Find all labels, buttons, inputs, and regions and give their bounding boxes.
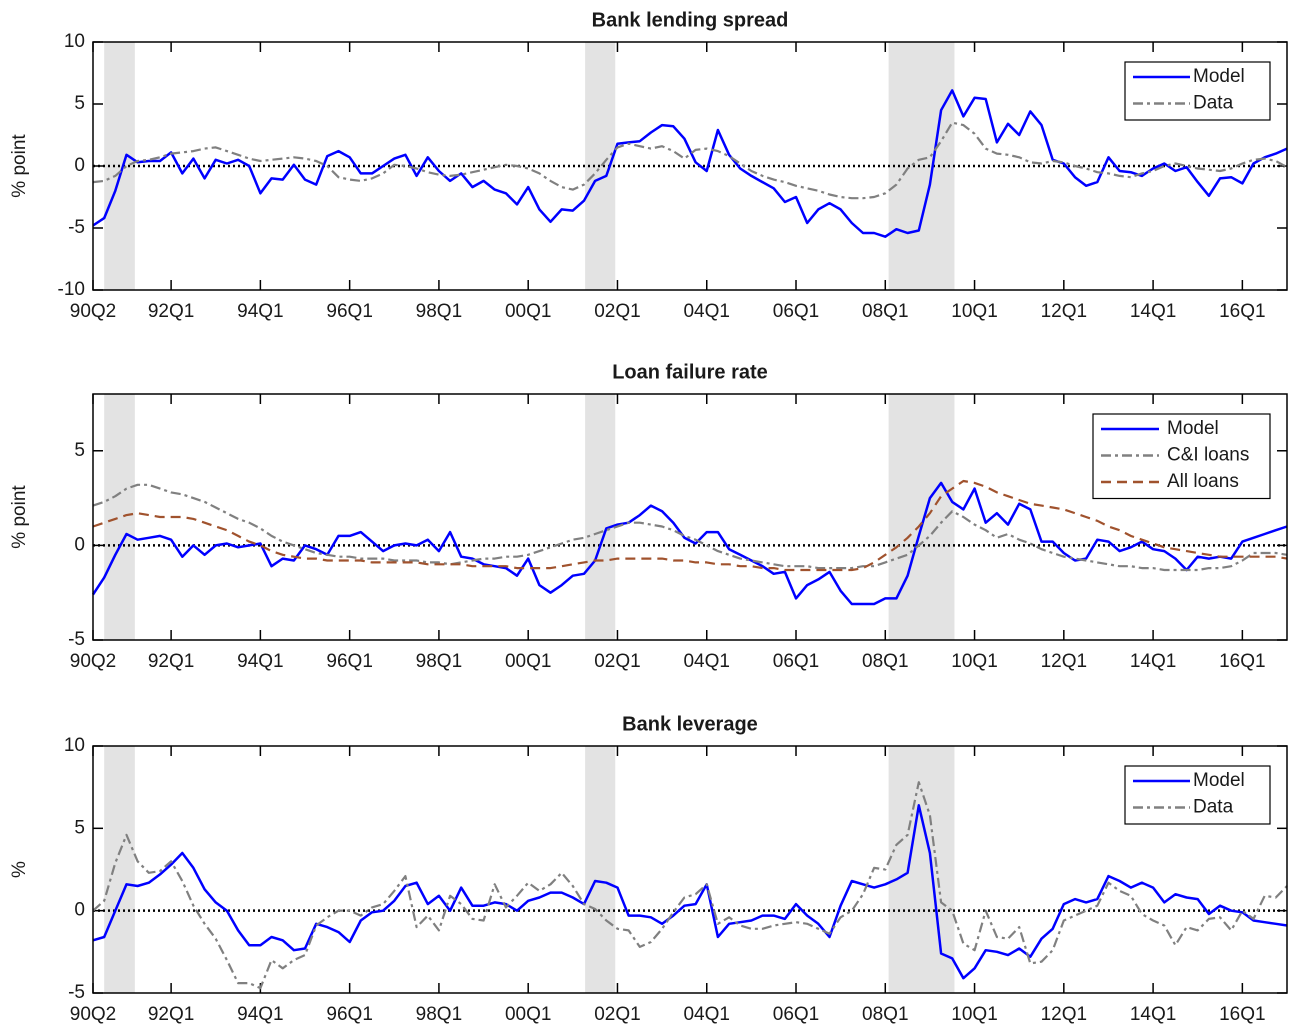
x-tick-label: 12Q1 bbox=[1041, 651, 1087, 672]
x-tick-label: 06Q1 bbox=[773, 651, 819, 672]
x-tick-label: 08Q1 bbox=[862, 1004, 908, 1025]
chart-title: Bank lending spread bbox=[592, 9, 789, 31]
x-tick-label: 94Q1 bbox=[237, 651, 283, 672]
x-tick-label: 92Q1 bbox=[148, 301, 194, 322]
y-tick-label: -10 bbox=[58, 279, 85, 300]
chart-title: Bank leverage bbox=[622, 713, 758, 735]
x-tick-label: 96Q1 bbox=[326, 651, 372, 672]
x-tick-label: 02Q1 bbox=[594, 301, 640, 322]
y-tick-label: 5 bbox=[74, 93, 85, 114]
legend-label: All loans bbox=[1167, 471, 1239, 492]
legend-label: Model bbox=[1193, 66, 1245, 87]
legend-box bbox=[1124, 765, 1271, 825]
x-tick-label: 16Q1 bbox=[1219, 651, 1265, 672]
x-tick-label: 10Q1 bbox=[951, 651, 997, 672]
data-line bbox=[91, 481, 1288, 606]
x-tick-label: 98Q1 bbox=[416, 301, 462, 322]
x-tick-label: 06Q1 bbox=[773, 1004, 819, 1025]
x-tick-label: 08Q1 bbox=[862, 651, 908, 672]
x-tick-label: 04Q1 bbox=[683, 301, 729, 322]
y-tick-label: 10 bbox=[64, 31, 85, 52]
x-tick-label: 90Q2 bbox=[70, 1004, 116, 1025]
x-tick-label: 02Q1 bbox=[594, 1004, 640, 1025]
x-tick-label: 92Q1 bbox=[148, 651, 194, 672]
plot-frame bbox=[92, 41, 1288, 291]
data-line bbox=[92, 479, 1288, 572]
shaded-period bbox=[585, 746, 616, 993]
y-tick-label: -5 bbox=[68, 982, 85, 1003]
x-tick-label: 00Q1 bbox=[505, 301, 551, 322]
shaded-period bbox=[888, 746, 955, 993]
y-tick-label: 0 bbox=[74, 534, 85, 555]
legend-label: Data bbox=[1193, 93, 1234, 114]
plot-frame bbox=[92, 393, 1288, 641]
y-tick-label: 5 bbox=[74, 440, 85, 461]
y-tick-label: 0 bbox=[74, 155, 85, 176]
x-tick-label: 00Q1 bbox=[505, 651, 551, 672]
y-tick-label: 10 bbox=[64, 735, 85, 756]
y-tick-label: -5 bbox=[68, 217, 85, 238]
x-tick-label: 98Q1 bbox=[416, 1004, 462, 1025]
data-line bbox=[92, 804, 1288, 980]
x-tick-label: 04Q1 bbox=[683, 651, 729, 672]
x-tick-label: 16Q1 bbox=[1219, 1004, 1265, 1025]
x-tick-label: 16Q1 bbox=[1219, 301, 1265, 322]
legend-label: Model bbox=[1167, 418, 1219, 439]
data-line bbox=[92, 483, 1288, 572]
chart-title: Loan failure rate bbox=[612, 361, 768, 383]
x-tick-label: 98Q1 bbox=[416, 651, 462, 672]
x-tick-label: 14Q1 bbox=[1130, 301, 1176, 322]
x-tick-label: 12Q1 bbox=[1041, 301, 1087, 322]
legend-label: C&I loans bbox=[1167, 445, 1249, 466]
shaded-period bbox=[104, 394, 135, 640]
x-tick-label: 90Q2 bbox=[70, 301, 116, 322]
legend-box bbox=[1124, 61, 1271, 121]
x-tick-label: 10Q1 bbox=[951, 301, 997, 322]
x-tick-label: 90Q2 bbox=[70, 651, 116, 672]
x-tick-label: 92Q1 bbox=[148, 1004, 194, 1025]
y-tick-label: -5 bbox=[68, 629, 85, 650]
x-tick-label: 06Q1 bbox=[773, 301, 819, 322]
data-line bbox=[92, 781, 1288, 990]
x-tick-label: 14Q1 bbox=[1130, 651, 1176, 672]
x-tick-label: 96Q1 bbox=[326, 301, 372, 322]
y-tick-label: 5 bbox=[74, 817, 85, 838]
x-tick-label: 00Q1 bbox=[505, 1004, 551, 1025]
x-tick-label: 14Q1 bbox=[1130, 1004, 1176, 1025]
y-axis-label: % bbox=[9, 861, 30, 878]
x-tick-label: 02Q1 bbox=[594, 651, 640, 672]
x-tick-label: 96Q1 bbox=[326, 1004, 372, 1025]
x-tick-label: 94Q1 bbox=[237, 301, 283, 322]
legend-label: Model bbox=[1193, 770, 1245, 791]
shaded-period bbox=[104, 746, 135, 993]
y-axis-label: % point bbox=[9, 134, 30, 198]
y-tick-label: 0 bbox=[74, 900, 85, 921]
x-tick-label: 04Q1 bbox=[683, 1004, 729, 1025]
x-tick-label: 10Q1 bbox=[951, 1004, 997, 1025]
legend-label: Data bbox=[1193, 797, 1234, 818]
data-line bbox=[92, 121, 1288, 200]
plot-frame bbox=[92, 745, 1288, 994]
x-tick-label: 94Q1 bbox=[237, 1004, 283, 1025]
y-axis-label: % point bbox=[9, 485, 30, 549]
shaded-period bbox=[585, 394, 616, 640]
x-tick-label: 08Q1 bbox=[862, 301, 908, 322]
data-line bbox=[92, 89, 1288, 238]
x-tick-label: 12Q1 bbox=[1041, 1004, 1087, 1025]
shaded-period bbox=[888, 394, 955, 640]
